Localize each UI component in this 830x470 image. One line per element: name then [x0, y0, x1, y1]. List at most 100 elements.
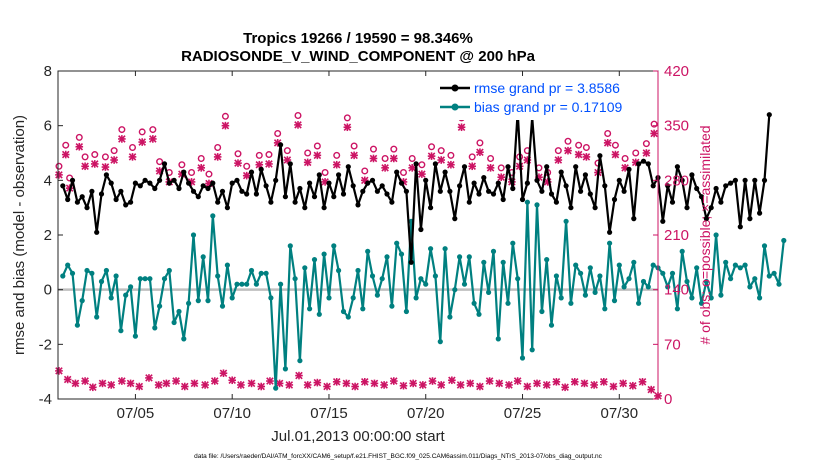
rmse-point	[311, 194, 318, 200]
bias-point	[747, 284, 753, 290]
obs_assimilated-point	[369, 154, 378, 163]
rmse-point	[244, 191, 250, 197]
obs_possible-point	[343, 114, 351, 122]
obs_bottom-point	[409, 379, 417, 388]
rmse-point	[684, 205, 690, 211]
y-axis-right-label: # of obs: o=possible; ×=assimilated	[697, 125, 713, 344]
obs_possible-point	[118, 126, 126, 134]
rmse-point	[432, 161, 438, 167]
legend-marker-bias	[451, 103, 459, 111]
obs_bottom-point	[505, 381, 513, 389]
bias-point	[84, 267, 90, 274]
rmse-point	[578, 188, 584, 194]
bias-point	[631, 259, 637, 265]
rmse-point	[171, 177, 177, 183]
obs_possible-point	[313, 142, 321, 150]
bias-point	[524, 199, 531, 205]
bias-point	[128, 284, 134, 290]
bias-point	[505, 300, 511, 306]
rmse-point	[253, 191, 259, 197]
obs_assimilated-point	[55, 171, 63, 179]
obs_assimilated-point	[554, 156, 563, 164]
rmse-point	[660, 218, 666, 224]
bias-point	[311, 257, 318, 263]
x-tick-label: 07/15	[310, 405, 348, 422]
y-right-tick-label: 280	[664, 172, 689, 189]
rmse-point	[239, 188, 245, 194]
bias-point	[132, 333, 138, 339]
rmse-point	[447, 188, 453, 194]
y-axis-right: 0 70 140 210 280 350 420	[653, 63, 689, 408]
rmse-point	[190, 188, 197, 194]
bias-point	[219, 303, 226, 309]
rmse-point	[321, 205, 327, 211]
rmse-point	[703, 216, 710, 222]
rmse-point	[611, 196, 618, 203]
obs_bottom-point	[495, 379, 504, 388]
obs_bottom-point	[98, 379, 107, 388]
rmse-point	[548, 191, 555, 197]
bias-point	[742, 262, 748, 268]
rmse-point	[268, 199, 274, 205]
rmse-point	[258, 166, 264, 172]
rmse-point	[636, 161, 642, 167]
rmse-point	[457, 183, 463, 189]
obs_possible-point	[304, 149, 312, 157]
bias-point	[215, 273, 221, 279]
rmse-point	[732, 177, 739, 183]
bias-point	[94, 314, 100, 320]
obs_possible-point	[255, 151, 263, 159]
obs_possible-point	[381, 154, 389, 162]
bias-point	[253, 281, 259, 287]
rmse-point	[69, 177, 76, 183]
obs_possible-point	[333, 151, 341, 159]
obs_possible-point	[294, 112, 302, 120]
rmse-point	[210, 180, 216, 186]
bias-point	[389, 303, 395, 309]
obs_assimilated-point	[468, 162, 476, 171]
bias-point	[698, 300, 705, 306]
obs_assimilated-point	[390, 154, 398, 163]
rmse-point	[123, 202, 129, 208]
obs_possible-point	[101, 153, 109, 161]
bias-point	[597, 273, 603, 279]
rmse-point	[428, 205, 434, 211]
obs_possible-point	[642, 140, 650, 148]
rmse-point	[650, 183, 656, 189]
x-axis: 07/05 07/10 07/15 07/20 07/25 07/30	[117, 71, 638, 422]
obs_bottom-point	[135, 382, 144, 391]
bias-point	[626, 276, 632, 282]
bias-point	[79, 298, 85, 304]
rmse-point	[219, 188, 226, 194]
bias-point	[515, 276, 521, 282]
obs_assimilated-point	[350, 151, 358, 160]
rmse-point	[215, 199, 221, 205]
obs_bottom-point	[210, 377, 219, 385]
obs_bottom-point	[332, 378, 341, 386]
bias-point	[248, 267, 255, 274]
rmse-point	[365, 180, 371, 186]
rmse-point	[500, 196, 506, 203]
obs_possible-point	[418, 161, 426, 169]
rmse-point	[490, 191, 497, 197]
rmse-point	[752, 177, 758, 183]
obs_possible-point	[476, 139, 484, 147]
obs_bottom-point	[154, 381, 163, 389]
bias-point	[592, 289, 598, 295]
obs_possible-point	[243, 162, 251, 170]
y-right-tick-label: 70	[664, 336, 681, 353]
bias-point	[447, 314, 453, 320]
rmse-point	[132, 180, 138, 186]
obs_assimilated-point	[149, 135, 157, 143]
obs_bottom-point	[162, 379, 171, 388]
obs_assimilated-point	[197, 164, 206, 172]
bias-point	[737, 265, 743, 271]
obs_assimilated-point	[90, 160, 99, 168]
obs_assimilated-point	[61, 150, 70, 159]
bias-point	[152, 325, 158, 331]
obs_assimilated-point	[81, 162, 89, 171]
plot-area	[58, 71, 658, 399]
obs_possible-point	[197, 154, 205, 162]
bias-point	[263, 270, 269, 276]
